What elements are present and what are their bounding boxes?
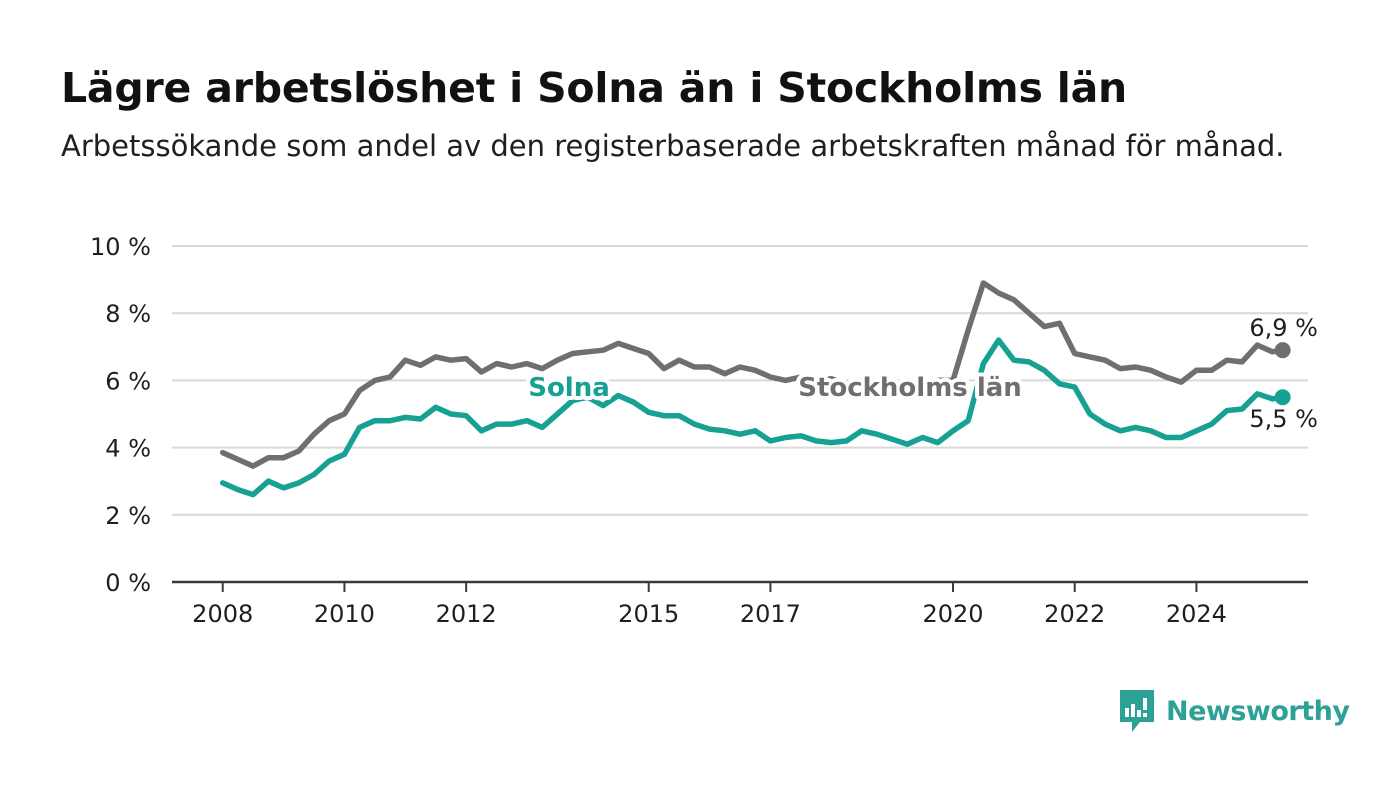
series-labels: 6,9 % Stockholms län 5,5 % Solna	[524, 311, 1321, 436]
series-end-point	[1274, 389, 1291, 406]
y-tick-label: 10 %	[90, 233, 151, 261]
y-tick-label: 0 %	[105, 569, 151, 597]
x-tick-label: 2024	[1166, 600, 1227, 628]
series-end-value: 5,5 %	[1249, 405, 1318, 433]
grid-lines	[172, 245, 1308, 584]
brand-name: Newsworthy	[1166, 695, 1350, 727]
y-axis-tick-labels: 0 % 2 % 4 % 6 % 8 % 10 %	[90, 233, 151, 597]
series-name-label: Solna	[528, 373, 610, 403]
y-tick-label: 6 %	[105, 367, 151, 395]
series-name-label: Stockholms län	[798, 373, 1022, 403]
series-end-value: 6,9 %	[1249, 314, 1318, 342]
series-line-stockholms-lan	[219, 280, 1286, 469]
brand-logo: Newsworthy	[1118, 688, 1350, 734]
chart-title: Lägre arbetslöshet i Solna än i Stockhol…	[61, 64, 1128, 112]
x-tick-label: 2022	[1044, 600, 1105, 628]
x-tick-label: 2015	[618, 600, 679, 628]
y-tick-label: 2 %	[105, 502, 151, 530]
y-tick-label: 8 %	[105, 300, 151, 328]
chart-subtitle: Arbetssökande som andel av den registerb…	[61, 129, 1285, 163]
series-lines	[219, 280, 1291, 498]
x-tick-label: 2012	[436, 600, 497, 628]
x-axis-tick-labels: 2008 2010 2012 2015 2017 2020 2022 2024	[192, 582, 1227, 628]
x-tick-label: 2020	[922, 600, 983, 628]
x-tick-label: 2017	[740, 600, 801, 628]
series-line-solna	[219, 337, 1286, 498]
x-tick-label: 2008	[192, 600, 253, 628]
y-tick-label: 4 %	[105, 435, 151, 463]
x-tick-label: 2010	[314, 600, 375, 628]
newsworthy-logo-icon	[1120, 690, 1154, 732]
series-end-point	[1274, 342, 1291, 359]
